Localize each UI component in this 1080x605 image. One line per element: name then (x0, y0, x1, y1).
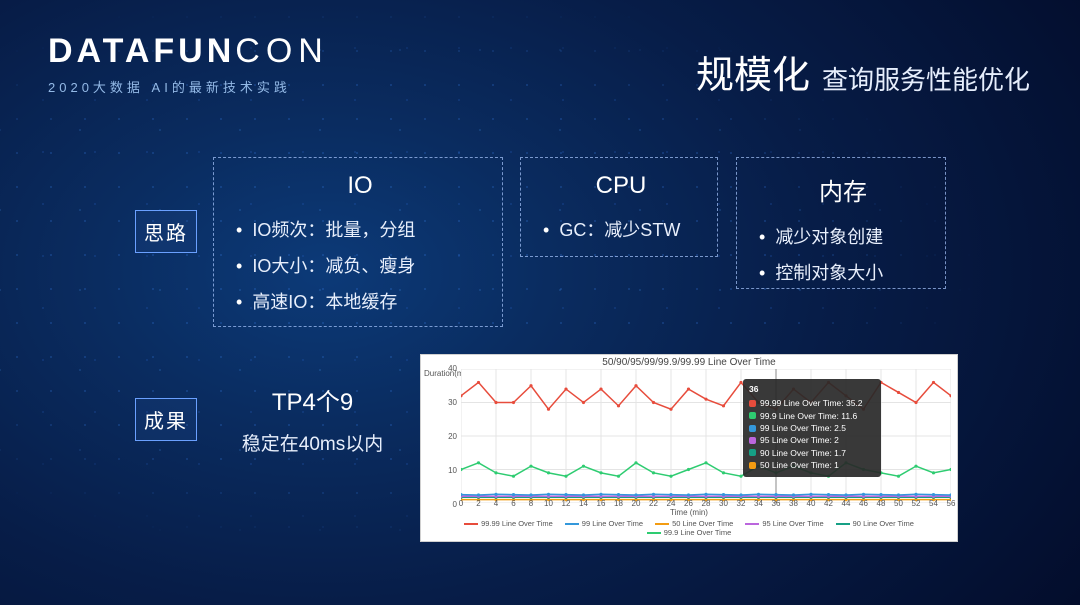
label-chengguo: 成果 (135, 398, 197, 441)
chart-x-tick: 40 (807, 499, 816, 508)
brand-tagline: 2020大数据 AI的最新技术实践 (48, 77, 329, 96)
tooltip-row: 50 Line Over Time: 1 (749, 459, 875, 471)
title-primary: 规模化 (696, 44, 810, 99)
label-silu: 思路 (135, 210, 197, 253)
result-block: TP4个9 稳定在40ms以内 (215, 382, 410, 456)
tooltip-row: 99 Line Over Time: 2.5 (749, 422, 875, 434)
chart-x-tick: 16 (597, 499, 606, 508)
chart-tooltip: 36 99.99 Line Over Time: 35.299.9 Line Ov… (743, 379, 881, 477)
chart-x-tick: 52 (912, 499, 921, 508)
brand-logo: DATAFUNCON (48, 32, 329, 71)
chart-x-tick: 6 (511, 499, 515, 508)
chart-y-tick: 40 (443, 364, 457, 373)
chart-legend-item: 99 Line Over Time (565, 519, 643, 528)
box-cpu-title: CPU (543, 172, 699, 200)
chart-legend: 99.99 Line Over Time 99 Line Over Time 50 … (421, 519, 957, 537)
chart-x-tick: 8 (529, 499, 533, 508)
box-mem: 内存 减少对象创建 控制对象大小 (736, 157, 946, 289)
chart-x-tick: 12 (562, 499, 571, 508)
chart-x-tick: 42 (824, 499, 833, 508)
chart-legend-item: 90 Line Over Time (836, 519, 914, 528)
result-line1: TP4个9 (215, 382, 410, 417)
brand-logo-light: CON (235, 32, 329, 70)
chart-x-tick: 32 (737, 499, 746, 508)
box-mem-item: 控制对象大小 (759, 255, 927, 291)
box-io-list: IO频次：批量，分组 IO大小：减负、瘦身 高速IO：本地缓存 (236, 212, 484, 320)
chart-legend-item: 95 Line Over Time (745, 519, 823, 528)
chart-x-tick: 48 (877, 499, 886, 508)
page-title: 规模化 查询服务性能优化 (696, 44, 1030, 99)
chart-y-tick: 20 (443, 432, 457, 441)
chart-x-label: Time (min) (421, 508, 957, 517)
box-mem-list: 减少对象创建 控制对象大小 (759, 219, 927, 291)
chart-legend-item: 99.9 Line Over Time (647, 528, 732, 537)
box-io-title: IO (236, 172, 484, 200)
chart-panel: 50/90/95/99/99.9/99.99 Line Over Time Du… (420, 354, 958, 542)
brand-block: DATAFUNCON 2020大数据 AI的最新技术实践 (48, 32, 329, 96)
chart-x-tick: 24 (667, 499, 676, 508)
chart-x-tick: 20 (632, 499, 641, 508)
slide-root: DATAFUNCON 2020大数据 AI的最新技术实践 规模化 查询服务性能优… (0, 0, 1080, 605)
box-mem-title: 内存 (759, 172, 927, 207)
title-secondary: 查询服务性能优化 (822, 60, 1030, 99)
tooltip-row: 99.9 Line Over Time: 11.6 (749, 410, 875, 422)
chart-x-tick: 56 (947, 499, 956, 508)
tooltip-row: 99.99 Line Over Time: 35.2 (749, 397, 875, 409)
tooltip-row: 95 Line Over Time: 2 (749, 434, 875, 446)
box-mem-item: 减少对象创建 (759, 219, 927, 255)
chart-x-tick: 4 (494, 499, 498, 508)
chart-x-tick: 46 (859, 499, 868, 508)
chart-x-tick: 34 (754, 499, 763, 508)
chart-x-tick: 38 (789, 499, 798, 508)
box-io-item: 高速IO：本地缓存 (236, 284, 484, 320)
box-io-item: IO频次：批量，分组 (236, 212, 484, 248)
chart-y-tick: 30 (443, 398, 457, 407)
brand-logo-strong: DATAFUN (48, 32, 235, 70)
chart-x-tick: 14 (579, 499, 588, 508)
chart-x-tick: 10 (544, 499, 553, 508)
chart-x-tick: 0 (459, 499, 463, 508)
tooltip-row: 90 Line Over Time: 1.7 (749, 447, 875, 459)
box-io: IO IO频次：批量，分组 IO大小：减负、瘦身 高速IO：本地缓存 (213, 157, 503, 327)
box-io-item: IO大小：减负、瘦身 (236, 248, 484, 284)
chart-x-tick: 36 (772, 499, 781, 508)
chart-x-tick: 22 (649, 499, 658, 508)
chart-x-tick: 26 (684, 499, 693, 508)
chart-legend-item: 99.99 Line Over Time (464, 519, 553, 528)
chart-x-tick: 28 (702, 499, 711, 508)
chart-x-tick: 50 (894, 499, 903, 508)
chart-y-tick: 10 (443, 466, 457, 475)
chart-x-tick: 18 (614, 499, 623, 508)
tooltip-time: 36 (749, 383, 875, 395)
box-cpu-item: GC：减少STW (543, 212, 699, 248)
chart-x-tick: 2 (476, 499, 480, 508)
chart-x-tick: 44 (842, 499, 851, 508)
chart-x-tick: 30 (719, 499, 728, 508)
chart-legend-item: 50 Line Over Time (655, 519, 733, 528)
box-cpu: CPU GC：减少STW (520, 157, 718, 257)
chart-x-tick: 54 (929, 499, 938, 508)
result-line2: 稳定在40ms以内 (215, 429, 410, 456)
box-cpu-list: GC：减少STW (543, 212, 699, 248)
chart-title: 50/90/95/99/99.9/99.99 Line Over Time (421, 355, 957, 368)
